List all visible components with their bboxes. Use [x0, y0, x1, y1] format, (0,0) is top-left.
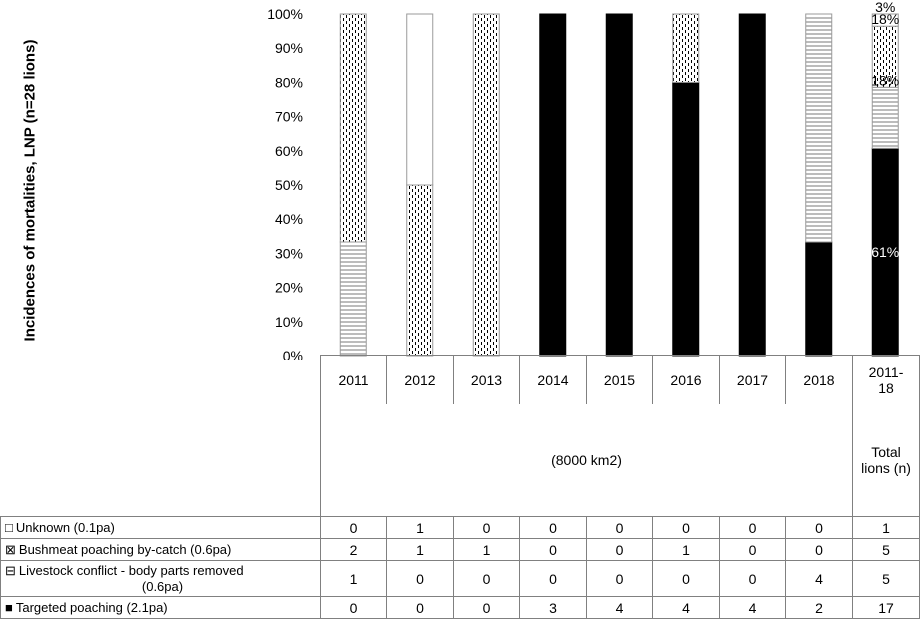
- area-label: (8000 km2): [320, 404, 853, 517]
- category-label: 2012: [386, 355, 454, 404]
- category-label: 2017: [719, 355, 786, 404]
- data-label: 3%: [875, 0, 895, 15]
- category-label: 2011- 18: [852, 355, 920, 404]
- table-cell: 1: [852, 516, 920, 539]
- blank-cell: [1, 404, 321, 517]
- bar-segment: [539, 13, 567, 357]
- table-cell: 0: [652, 516, 720, 539]
- y-tick-label: 30%: [275, 245, 303, 261]
- category-label: 2014: [519, 355, 587, 404]
- y-tick-label: 40%: [275, 211, 303, 227]
- table-cell: 5: [852, 560, 920, 597]
- table-cell: 4: [785, 560, 853, 597]
- table-row: ⊠ Bushmeat poaching by-catch (0.6pa) 2 1 1 0 0…: [0, 538, 920, 561]
- y-tick-label: 50%: [275, 177, 303, 193]
- bar-segment: [805, 13, 833, 243]
- category-row: 2011 2012 2013 2014 2015 2016 2017 2018 2011- 18: [1, 355, 920, 405]
- bar-segment: [406, 184, 434, 357]
- table-cell: 0: [586, 538, 653, 561]
- y-tick-label: 60%: [275, 143, 303, 159]
- y-axis: 0% 10% 20% 30% 40% 50% 60% 70% 80% 90% 100%: [267, 6, 303, 360]
- category-label: 2011: [320, 355, 387, 404]
- table-cell: 0: [785, 538, 853, 561]
- bar-segment: [871, 25, 899, 88]
- table-cell: 1: [386, 516, 454, 539]
- table-cell: 0: [519, 560, 587, 597]
- bar-segment: [605, 13, 633, 357]
- bar-segment: [339, 13, 367, 243]
- table-cell: 0: [386, 560, 454, 597]
- table-cell: 0: [453, 560, 520, 597]
- y-tick-label: 90%: [275, 40, 303, 56]
- y-tick-label: 0%: [283, 348, 303, 360]
- category-label: 2015: [586, 355, 653, 404]
- data-label: 18%: [871, 11, 899, 27]
- bars-group: [339, 13, 899, 357]
- table-cell: 1: [453, 538, 520, 561]
- category-label: 2016: [652, 355, 720, 404]
- area-row: (8000 km2) Total lions (n): [1, 404, 920, 517]
- bar-segment: [738, 13, 766, 357]
- data-table: 2011 2012 2013 2014 2015 2016 2017 2018 2011- 18(…: [0, 355, 920, 619]
- row-label-suffix: (0.6pa): [141, 579, 184, 594]
- blank-cell: [1, 356, 321, 405]
- y-tick-label: 10%: [275, 314, 303, 330]
- row-label: □ Unknown (0.1pa): [0, 516, 321, 539]
- bar-segment: [871, 13, 899, 27]
- table-cell: 0: [453, 516, 520, 539]
- table-cell: 2: [320, 538, 387, 561]
- table-cell: 1: [320, 560, 387, 597]
- table-cell: 0: [519, 538, 587, 561]
- legend-symbol-icon: □: [5, 520, 13, 535]
- row-label: ⊟ Livestock conflict - body parts removed…: [0, 560, 321, 597]
- bar-segment: [472, 13, 500, 357]
- table-cell: 1: [652, 538, 720, 561]
- data-label: 61%: [871, 244, 899, 260]
- legend-symbol-icon: ⊟: [5, 563, 16, 578]
- y-tick-label: 80%: [275, 74, 303, 90]
- table-row: □ Unknown (0.1pa) 0 1 0 0 0 0 0 0 1: [0, 516, 920, 539]
- category-label: 2018: [785, 355, 853, 404]
- legend-symbol-icon: ⊠: [5, 541, 16, 557]
- data-label: 18%: [871, 72, 899, 88]
- category-label: 2013: [453, 355, 520, 404]
- table-cell: 0: [586, 560, 653, 597]
- bar-segment: [805, 241, 833, 357]
- bar-segment: [406, 13, 434, 186]
- table-cell: 0: [785, 516, 853, 539]
- table-row: ⊟ Livestock conflict - body parts removed…: [0, 560, 920, 597]
- bar-segment: [871, 86, 899, 149]
- row-label: ⊠ Bushmeat poaching by-catch (0.6pa): [0, 538, 321, 561]
- y-tick-label: 70%: [275, 109, 303, 125]
- table-cell: 0: [586, 516, 653, 539]
- data-labels-group: 61%18%18%3%: [871, 0, 899, 260]
- table-cell: 1: [386, 538, 454, 561]
- table-cell: 0: [719, 516, 786, 539]
- table-cell: 0: [652, 560, 720, 597]
- bar-segment: [672, 81, 700, 357]
- y-tick-label: 20%: [275, 280, 303, 296]
- table-cell: 0: [519, 516, 587, 539]
- bar-segment: [339, 241, 367, 357]
- table-cell: 5: [852, 538, 920, 561]
- bar-segment: [672, 13, 700, 83]
- total-label: Total lions (n): [852, 404, 920, 517]
- table-cell: 0: [320, 516, 387, 539]
- bar-segment: [871, 147, 899, 357]
- table-cell: 0: [719, 560, 786, 597]
- stacked-bar-chart: 0% 10% 20% 30% 40% 50% 60% 70% 80% 90% 100% 61% 18%…: [267, 0, 899, 360]
- table-cell: 0: [719, 538, 786, 561]
- y-tick-label: 100%: [267, 6, 303, 22]
